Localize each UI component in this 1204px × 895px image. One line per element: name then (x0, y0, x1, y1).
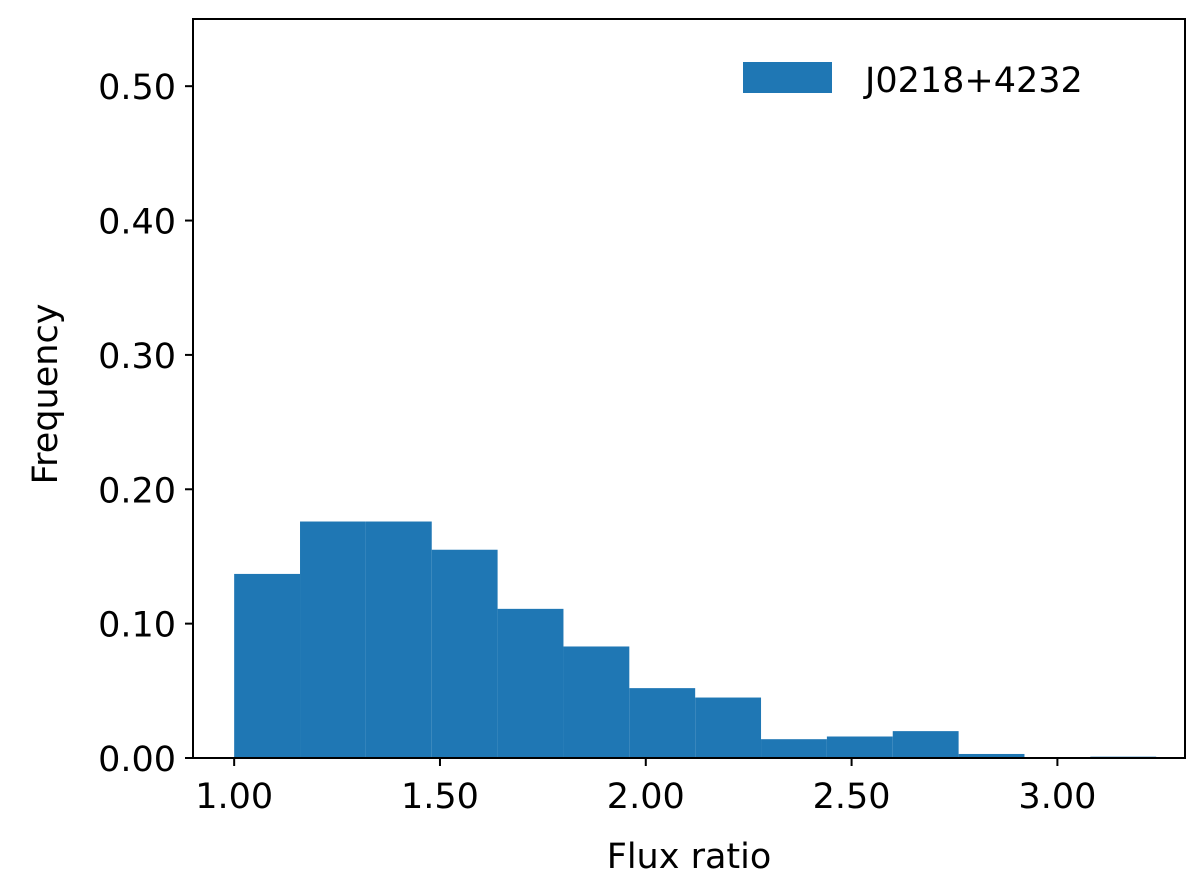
x-tick-label: 1.50 (401, 777, 479, 817)
histogram-bar (563, 646, 630, 758)
y-axis-ticks: 0.00 0.10 0.20 0.30 0.40 0.50 (98, 68, 193, 780)
y-tick-label: 0.20 (98, 471, 176, 511)
y-tick-label: 0.00 (98, 740, 176, 780)
legend: J0218+4232 (743, 61, 1083, 101)
x-tick-label: 3.00 (1018, 777, 1096, 817)
histogram-bar (892, 731, 959, 758)
legend-label: J0218+4232 (863, 61, 1083, 101)
y-tick-label: 0.10 (98, 606, 176, 646)
histogram-bar (431, 549, 498, 758)
y-tick-label: 0.40 (98, 203, 176, 243)
bars-group (234, 521, 1157, 758)
histogram-bar (629, 688, 696, 758)
y-axis-title: Frequency (26, 304, 66, 485)
plot-frame (192, 18, 1186, 759)
x-axis-ticks: 1.00 1.50 2.00 2.50 3.00 (195, 758, 1096, 817)
histogram-bar (761, 739, 827, 758)
histogram-bar (234, 573, 301, 758)
x-tick-label: 2.50 (813, 777, 891, 817)
histogram-bar (826, 736, 893, 758)
histogram-bar (497, 608, 564, 758)
x-axis-title: Flux ratio (607, 837, 772, 877)
y-tick-label: 0.30 (98, 337, 176, 377)
legend-swatch (743, 62, 832, 93)
x-tick-label: 2.00 (607, 777, 685, 817)
x-tick-label: 1.00 (195, 777, 273, 817)
histogram-bar (958, 753, 1025, 758)
y-tick-label: 0.50 (98, 68, 176, 108)
histogram-bar (695, 697, 762, 758)
histogram-bar (300, 521, 366, 758)
histogram-bar (365, 521, 432, 758)
